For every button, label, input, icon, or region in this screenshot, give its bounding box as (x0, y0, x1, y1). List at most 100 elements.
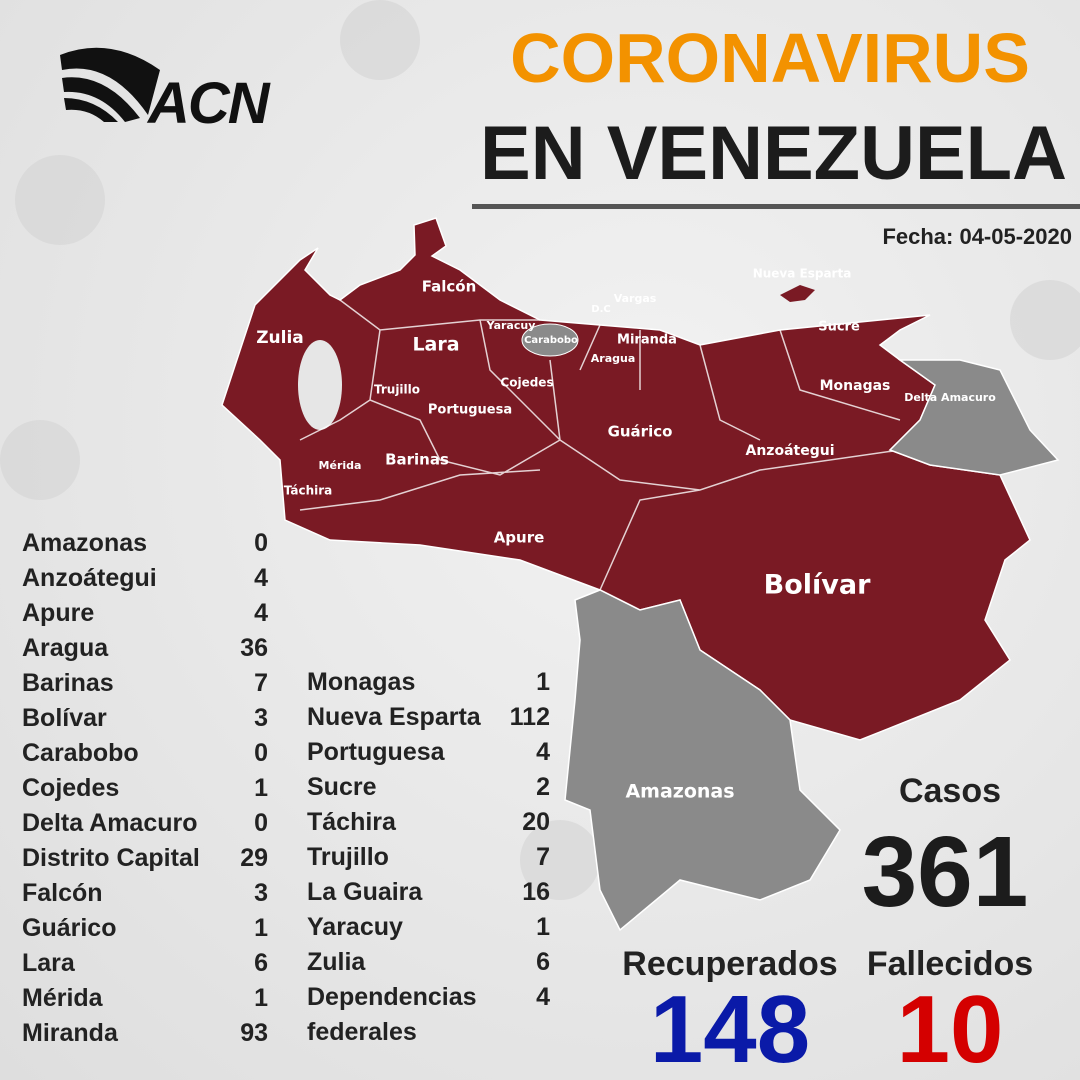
table-row: Trujillo 7 (307, 840, 550, 875)
state-name: Portuguesa (307, 738, 445, 766)
recovered-value: 148 (649, 976, 811, 1080)
amazonas-region (564, 589, 841, 932)
table-row: Falcón 3 (22, 876, 268, 911)
map-label: Anzoátegui (746, 443, 835, 459)
state-name: Zulia (307, 948, 366, 976)
table-row: Anzoátegui 4 (22, 561, 268, 596)
map-label: Apure (494, 529, 545, 547)
state-name: Mérida (22, 984, 103, 1012)
table-row: Zulia 6 (307, 945, 550, 980)
map-label: Nueva Esparta (753, 267, 852, 281)
cases-label: Casos (898, 772, 1002, 810)
deaths-label: Fallecidos (866, 945, 1034, 983)
state-count: 4 (536, 983, 550, 1011)
map-label: Falcón (422, 278, 477, 296)
map-label: Trujillo (374, 383, 420, 397)
table-row: Mérida 1 (22, 981, 268, 1016)
nueva-esparta-region (780, 285, 815, 302)
cases-value: 361 (861, 816, 1029, 928)
map-label: Carabobo (524, 335, 578, 346)
title-rule (472, 204, 1080, 209)
map-label: Cojedes (500, 376, 553, 390)
state-count: 1 (536, 668, 550, 696)
state-name: Delta Amacuro (22, 809, 198, 837)
state-name: Lara (22, 949, 75, 977)
logo: ACN (148, 71, 270, 136)
state-count: 4 (254, 599, 268, 627)
state-count: 4 (254, 564, 268, 592)
state-count: 0 (254, 529, 268, 557)
map-label: Bolívar (764, 570, 871, 601)
state-count: 7 (536, 843, 550, 871)
state-count: 36 (240, 634, 268, 662)
map-label: Aragua (591, 352, 636, 365)
map-labels: Falcón Zulia Lara Yaracuy Carabobo D.C V… (256, 267, 996, 803)
table-row: Portuguesa 4 (307, 735, 550, 770)
title-line-2: EN VENEZUELA (480, 111, 1067, 196)
table-row: La Guaira 16 (307, 875, 550, 910)
state-count: 29 (240, 844, 268, 872)
state-count: 112 (509, 703, 550, 731)
state-name: Trujillo (307, 843, 389, 871)
state-count: 0 (254, 739, 268, 767)
state-name: Sucre (307, 773, 377, 801)
table-row: Lara 6 (22, 946, 268, 981)
table-row: Táchira 20 (307, 805, 550, 840)
state-name: Anzoátegui (22, 564, 157, 592)
map-label: Barinas (385, 451, 449, 469)
date: Fecha: 04-05-2020 (882, 224, 1072, 249)
state-name: Barinas (22, 669, 114, 697)
map-label: Guárico (608, 423, 673, 441)
state-name: Carabobo (22, 739, 139, 767)
state-count: 7 (254, 669, 268, 697)
state-name: Amazonas (22, 529, 148, 557)
virus-decoration (0, 0, 1080, 900)
table-row: Miranda 93 (22, 1016, 268, 1051)
map-label: Monagas (820, 378, 891, 394)
state-name: Cojedes (22, 774, 120, 802)
state-count: 3 (254, 879, 268, 907)
state-name: Apure (22, 599, 95, 627)
map-label: Yaracuy (486, 319, 536, 332)
table-row: Aragua 36 (22, 631, 268, 666)
map-label: Sucre (818, 320, 860, 335)
state-name: Nueva Esparta (307, 703, 481, 731)
table-row: Apure 4 (22, 596, 268, 631)
table-row: Monagas 1 (307, 665, 550, 700)
state-count: 20 (522, 808, 550, 836)
table-row: Cojedes 1 (22, 771, 268, 806)
state-count: 6 (254, 949, 268, 977)
table-row: Nueva Esparta 112 (307, 700, 550, 735)
table-row: Carabobo 0 (22, 736, 268, 771)
recovered-label: Recuperados (622, 945, 838, 983)
state-count: 1 (254, 984, 268, 1012)
map-label: Portuguesa (428, 403, 512, 418)
state-count: 93 (240, 1019, 268, 1047)
table-row: Distrito Capital 29 (22, 841, 268, 876)
map-label: Zulia (256, 328, 304, 348)
state-name: Distrito Capital (22, 844, 200, 872)
map-label: Amazonas (625, 781, 734, 803)
table-row: Bolívar 3 (22, 701, 268, 736)
state-name: Bolívar (22, 704, 107, 732)
logo-mark (60, 47, 160, 122)
state-name: Guárico (22, 914, 117, 942)
table-row: Guárico 1 (22, 911, 268, 946)
state-name: La Guaira (307, 878, 423, 906)
table-row: Barinas 7 (22, 666, 268, 701)
map-label: Vargas (614, 292, 657, 305)
state-count: 1 (254, 914, 268, 942)
state-count: 6 (536, 948, 550, 976)
map-label: Delta Amacuro (904, 391, 996, 404)
state-name: Miranda (22, 1019, 118, 1047)
map-label: Miranda (617, 333, 677, 348)
state-count: 1 (536, 913, 550, 941)
delta-amacuro-region (888, 359, 1060, 476)
state-name: Yaracuy (307, 913, 403, 941)
state-name: Aragua (22, 634, 109, 662)
map-label: D.C (591, 304, 610, 315)
state-count: 0 (254, 809, 268, 837)
table-row: Dependencias federales 4 (307, 980, 550, 1046)
